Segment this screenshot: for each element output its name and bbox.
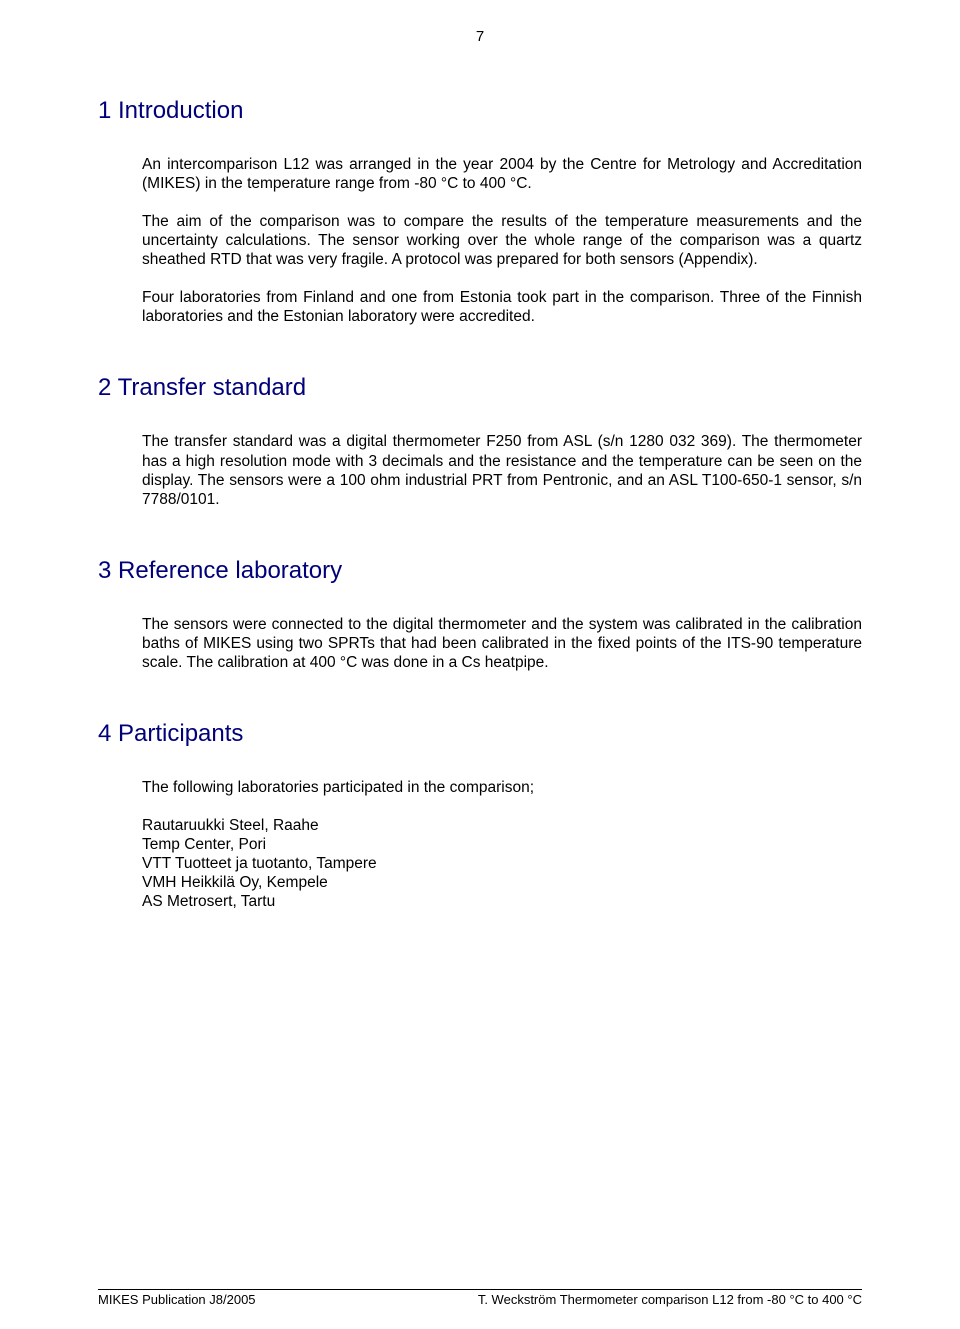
- paragraph: The following laboratories participated …: [142, 778, 862, 797]
- paragraph: The sensors were connected to the digita…: [142, 615, 862, 672]
- section-body-transfer-standard: The transfer standard was a digital ther…: [142, 432, 862, 508]
- page-number: 7: [0, 0, 960, 45]
- list-item: VTT Tuotteet ja tuotanto, Tampere: [142, 854, 862, 873]
- list-item: Temp Center, Pori: [142, 835, 862, 854]
- list-item: AS Metrosert, Tartu: [142, 892, 862, 911]
- paragraph: The aim of the comparison was to compare…: [142, 212, 862, 269]
- section-body-participants: The following laboratories participated …: [142, 778, 862, 911]
- page-content: 1 Introduction An intercomparison L12 wa…: [0, 45, 960, 911]
- paragraph: The transfer standard was a digital ther…: [142, 432, 862, 508]
- footer-right: T. Weckström Thermometer comparison L12 …: [478, 1292, 862, 1307]
- section-heading-introduction: 1 Introduction: [98, 97, 862, 125]
- section-body-reference-laboratory: The sensors were connected to the digita…: [142, 615, 862, 672]
- list-item: Rautaruukki Steel, Raahe: [142, 816, 862, 835]
- section-heading-transfer-standard: 2 Transfer standard: [98, 374, 862, 402]
- section-body-introduction: An intercomparison L12 was arranged in t…: [142, 155, 862, 326]
- paragraph: An intercomparison L12 was arranged in t…: [142, 155, 862, 193]
- paragraph: Four laboratories from Finland and one f…: [142, 288, 862, 326]
- section-heading-reference-laboratory: 3 Reference laboratory: [98, 557, 862, 585]
- section-heading-participants: 4 Participants: [98, 720, 862, 748]
- footer-left: MIKES Publication J8/2005: [98, 1292, 256, 1307]
- list-item: VMH Heikkilä Oy, Kempele: [142, 873, 862, 892]
- page-footer: MIKES Publication J8/2005 T. Weckström T…: [98, 1289, 862, 1307]
- participant-list: Rautaruukki Steel, Raahe Temp Center, Po…: [142, 816, 862, 911]
